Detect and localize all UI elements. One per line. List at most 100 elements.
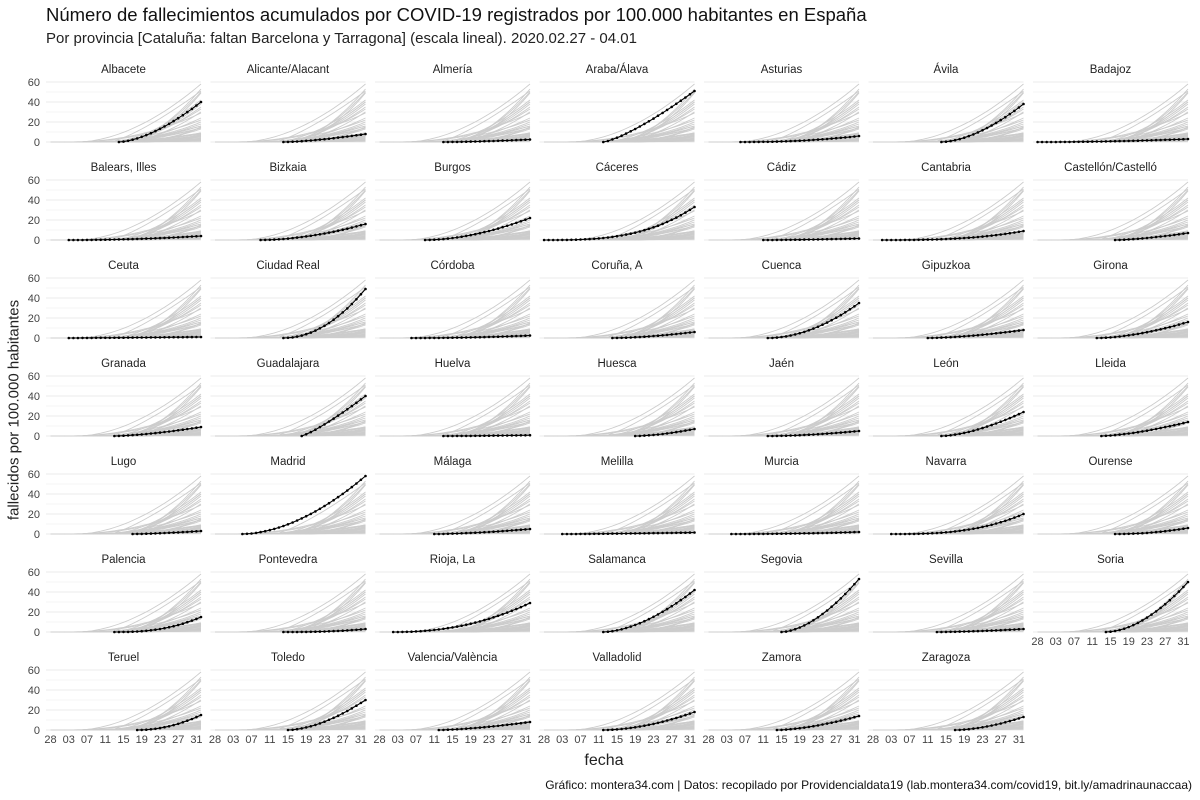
background-series-line — [955, 422, 1024, 437]
background-series-line — [77, 279, 202, 339]
data-point — [994, 121, 998, 125]
data-point — [1159, 606, 1162, 610]
x-tick-label: 28 — [373, 734, 385, 746]
data-point — [496, 614, 500, 618]
y-tick-label: 0 — [34, 627, 40, 639]
data-point — [547, 238, 550, 242]
data-point — [67, 238, 71, 242]
data-point — [1168, 529, 1172, 532]
panel-label: Bizkaia — [269, 162, 307, 174]
data-point — [894, 238, 898, 242]
data-point — [999, 722, 1002, 725]
data-point — [990, 724, 993, 727]
data-point — [688, 428, 692, 432]
data-point — [679, 531, 683, 534]
data-point — [505, 224, 509, 228]
data-point — [323, 232, 326, 235]
data-point — [455, 728, 459, 731]
data-point — [469, 622, 473, 625]
data-point — [163, 531, 166, 535]
data-point — [931, 238, 934, 241]
background-series-line — [767, 393, 860, 437]
data-point — [775, 532, 779, 535]
data-point — [1113, 433, 1117, 437]
data-point — [999, 420, 1002, 424]
data-point — [505, 611, 509, 614]
x-tick-label: 28 — [702, 734, 714, 746]
data-point — [807, 138, 811, 142]
x-tick-label: 03 — [227, 734, 239, 746]
data-point — [615, 532, 619, 535]
background-series-line — [297, 324, 366, 339]
data-point — [501, 724, 504, 727]
data-point — [638, 125, 642, 128]
data-point — [602, 236, 605, 240]
data-point — [442, 336, 445, 340]
data-point — [131, 237, 134, 241]
data-point — [643, 724, 646, 727]
data-point — [190, 717, 194, 721]
data-point — [469, 233, 473, 237]
y-tick-label: 20 — [28, 607, 40, 619]
data-point — [899, 238, 902, 242]
panel-label: Salamanca — [588, 554, 646, 566]
data-point — [949, 139, 952, 143]
background-series-line — [301, 322, 366, 339]
data-point — [1013, 414, 1016, 418]
background-series-line — [109, 687, 202, 731]
data-point — [1177, 422, 1181, 426]
background-series-line — [109, 515, 202, 535]
data-point — [282, 630, 285, 634]
panel-label: Asturias — [761, 64, 803, 76]
panel-label: Cantabria — [921, 162, 971, 174]
data-point — [1004, 331, 1007, 334]
data-point — [643, 532, 646, 535]
data-point — [857, 237, 861, 240]
data-point — [524, 603, 527, 607]
data-point — [656, 531, 660, 535]
data-point — [1022, 328, 1025, 332]
data-point — [163, 626, 166, 630]
background-series-line — [767, 491, 860, 535]
data-point — [496, 227, 500, 230]
data-point — [515, 334, 518, 338]
data-point — [122, 630, 125, 634]
data-point — [158, 236, 162, 240]
data-point — [99, 336, 102, 340]
data-point — [766, 434, 770, 438]
data-point — [656, 114, 660, 117]
data-point — [515, 221, 518, 225]
background-series-line — [900, 181, 1024, 241]
panel-label: Ourense — [1088, 456, 1132, 468]
background-series-line — [612, 91, 695, 143]
background-series-line — [301, 714, 366, 731]
x-tick-label: 19 — [465, 734, 477, 746]
data-point — [186, 110, 189, 114]
data-point — [113, 336, 116, 340]
data-point — [332, 716, 335, 720]
data-point — [528, 527, 532, 531]
data-point — [442, 434, 445, 438]
data-point — [606, 728, 610, 732]
panel-salamanca: Salamanca — [539, 554, 696, 634]
data-point — [597, 237, 601, 240]
data-point — [999, 118, 1002, 122]
data-point — [1186, 580, 1190, 584]
data-point — [501, 529, 504, 533]
panel-palencia: Palencia 0 20 40 60 — [28, 554, 203, 639]
data-point — [122, 140, 125, 143]
data-point — [446, 434, 450, 438]
data-point — [780, 728, 783, 732]
data-point — [1008, 330, 1012, 334]
panel-ourense: Ourense — [1033, 456, 1190, 536]
data-point — [186, 235, 189, 239]
background-series-line — [438, 123, 531, 143]
data-point — [483, 335, 486, 339]
data-point — [341, 135, 345, 139]
panel-label: Coruña, A — [591, 260, 642, 272]
panel-jaén: Jaén — [704, 358, 861, 438]
panel-cuenca: Cuenca — [704, 260, 861, 340]
data-point — [442, 627, 445, 631]
data-point — [926, 532, 930, 535]
data-point — [940, 140, 943, 144]
